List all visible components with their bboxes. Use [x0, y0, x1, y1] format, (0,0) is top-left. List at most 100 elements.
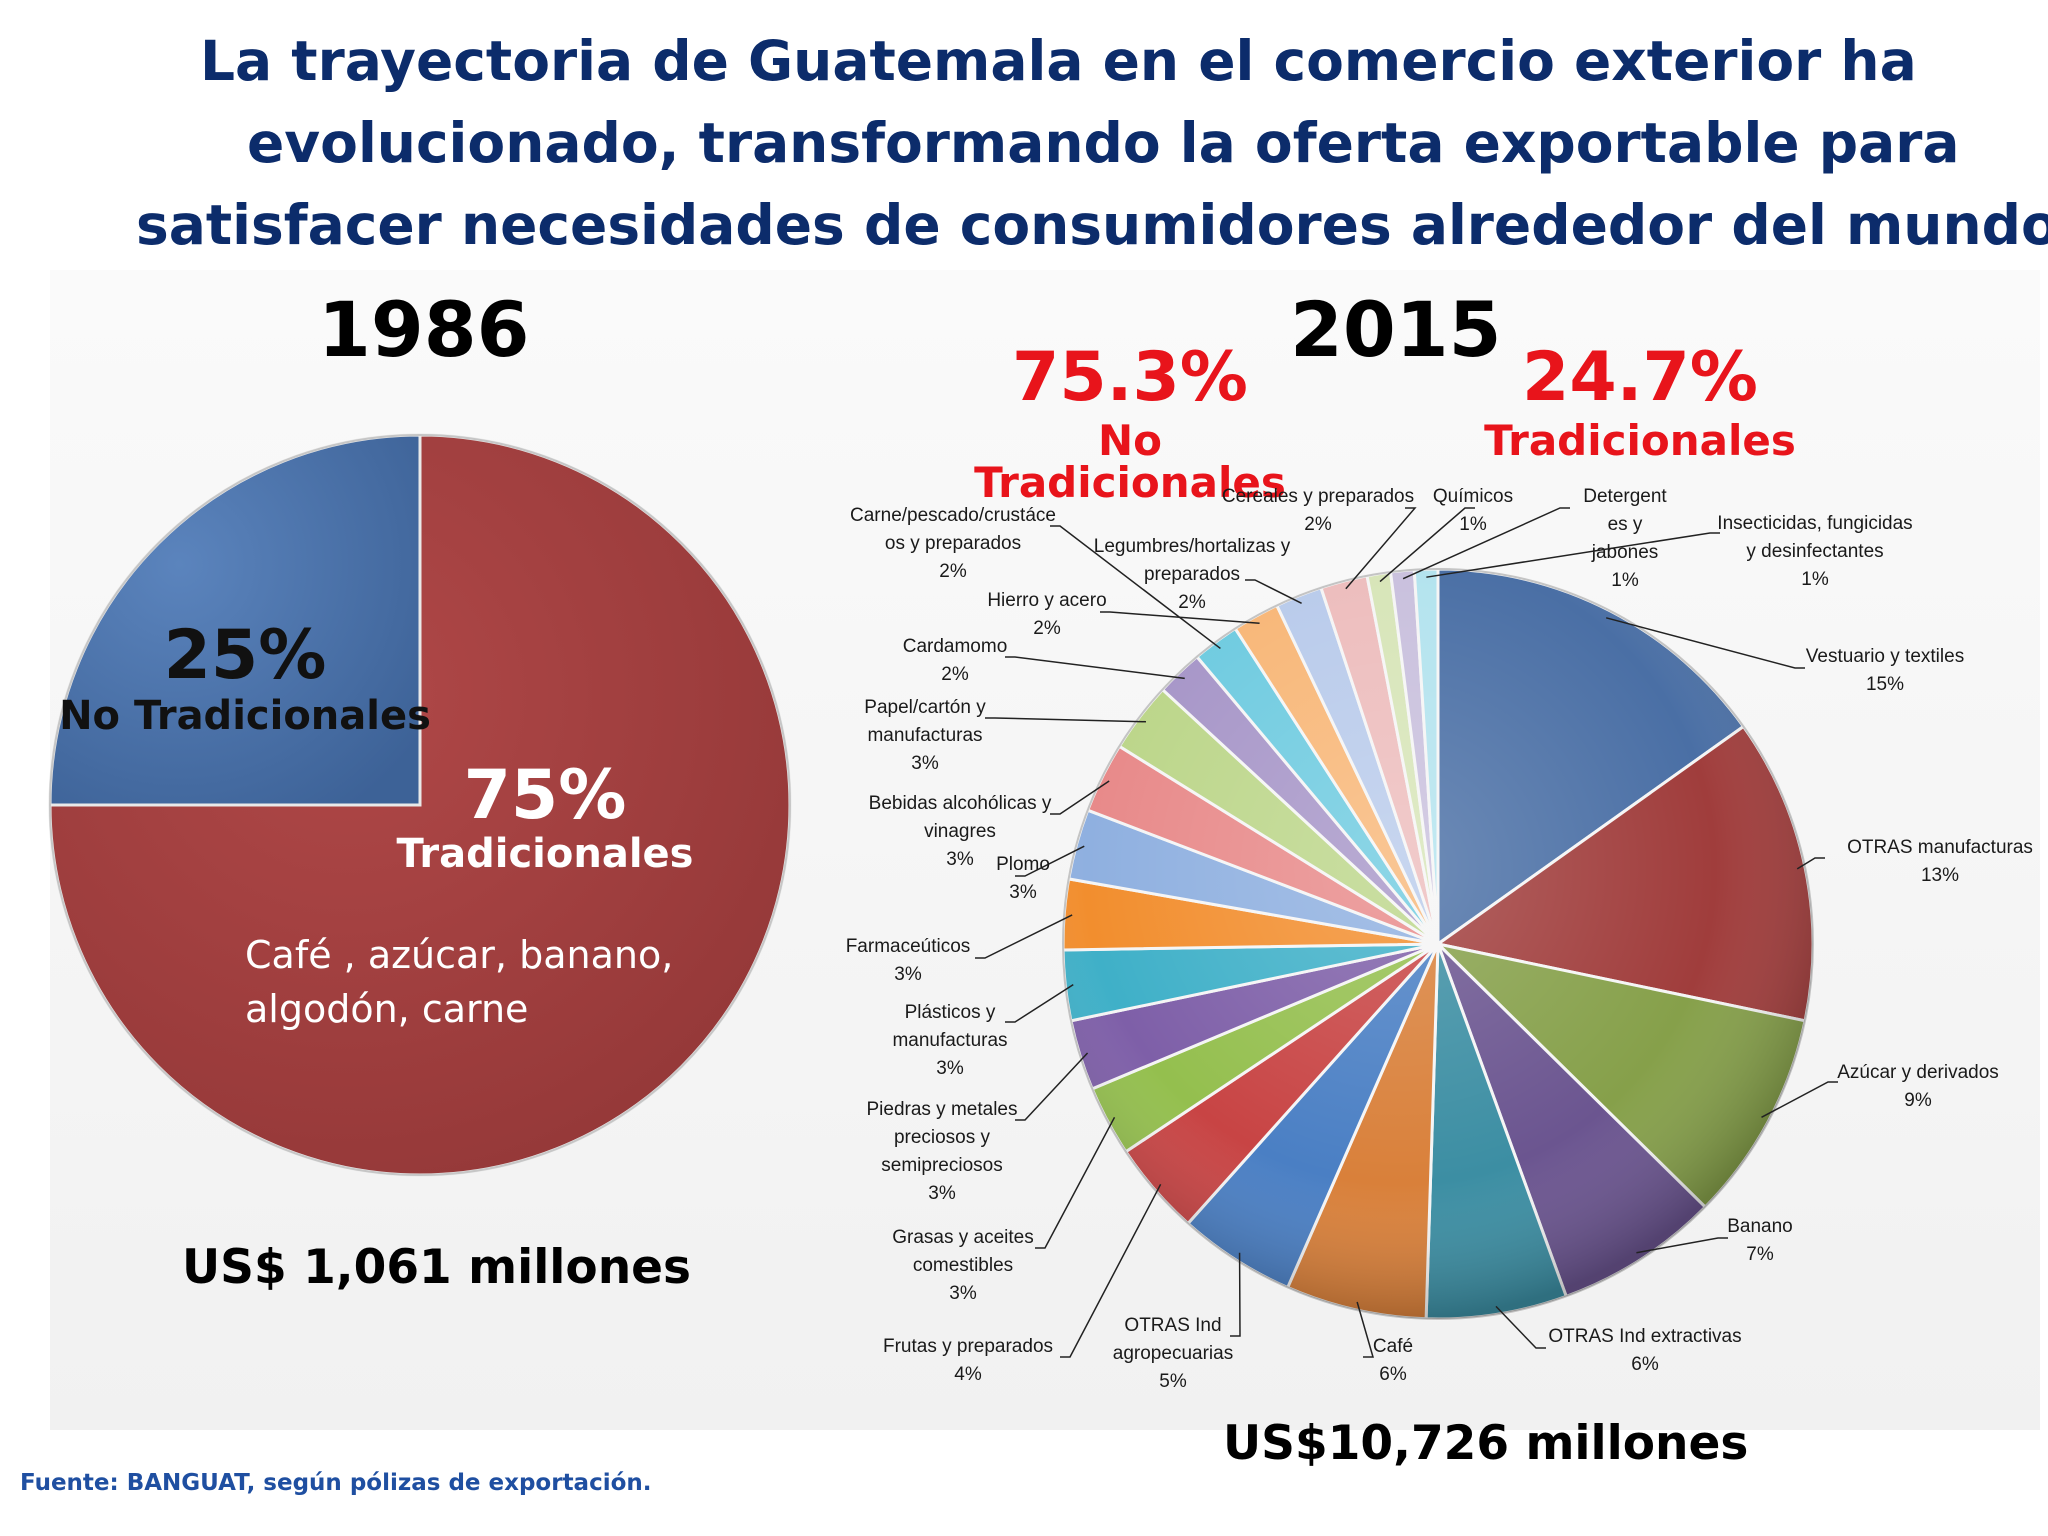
- slice-label-line: 1%: [1611, 570, 1639, 591]
- slice-label: Banano 7%: [1727, 1216, 1793, 1265]
- slice-label-line: 2%: [1304, 514, 1332, 535]
- slice-1986-no-tradicionales-label: 25% No Tradicionales: [50, 616, 440, 737]
- pie-2015-rim: [1062, 568, 1814, 1320]
- slice-label-line: Bebidas alcohólicas y: [869, 793, 1052, 814]
- slice-1986-no-tradicionales: [48, 433, 422, 807]
- slice-label: Hierro y acero 2%: [987, 590, 1106, 639]
- slice-1986-tradicionales-label: 75% Tradicionales: [385, 756, 705, 875]
- slice-label-line: 4%: [954, 1364, 982, 1385]
- slice-label: Café 6%: [1373, 1336, 1413, 1385]
- slice-label: Azúcar y derivados 9%: [1837, 1062, 1999, 1111]
- slice-label-line: 9%: [1904, 1090, 1932, 1111]
- callout-leader-line: [1100, 611, 1260, 625]
- slice-label-line: Plomo: [996, 854, 1050, 875]
- title-line-1: La trayectoria de Guatemala en el comerc…: [200, 29, 1917, 93]
- slice-label-line: OTRAS manufacturas: [1847, 837, 2033, 858]
- page-title: La trayectoria de Guatemala en el comerc…: [0, 20, 2048, 266]
- slice-label-line: 3%: [949, 1283, 977, 1304]
- slice-label-line: 3%: [936, 1058, 964, 1079]
- slice-label-line: Grasas y aceites: [892, 1227, 1034, 1248]
- slice-label: Plásticos y manufacturas 3%: [892, 1002, 1007, 1079]
- slice-label-line: Cereales y preparados: [1222, 486, 1414, 507]
- slice-label-line: manufacturas: [867, 725, 982, 746]
- callout-leader-line: [975, 914, 1073, 959]
- slice-label: OTRAS Ind agropecuarias 5%: [1113, 1315, 1233, 1392]
- callout-leader-line: [1495, 1305, 1546, 1349]
- pie-1986-rim: [49, 434, 791, 1176]
- slice-label-line: 2%: [941, 664, 969, 685]
- summary-no-tradicionales: 75.3% No Tradicionales: [950, 344, 1310, 504]
- title-line-2: evolucionado, transformando la oferta ex…: [247, 111, 1960, 175]
- slice-label-line: 6%: [1379, 1364, 1407, 1385]
- slice-label-line: Hierro y acero: [987, 590, 1106, 611]
- callout-leader-line: [1796, 857, 1825, 870]
- summary-no-tradicionales-pct: 75.3%: [1012, 338, 1248, 417]
- chart-1986-title: 1986: [318, 285, 530, 374]
- slice-label: Cereales y preparados 2%: [1222, 486, 1414, 535]
- slice-label-line: 15%: [1866, 674, 1904, 695]
- slice-label-line: OTRAS Ind extractivas: [1548, 1326, 1741, 1347]
- slice-label: Legumbres/hortalizas y preparados 2%: [1094, 536, 1291, 613]
- slice-label-line: 2%: [939, 561, 967, 582]
- slice-label-line: Plásticos y: [905, 1002, 996, 1023]
- summary-no-tradicionales-label: No Tradicionales: [974, 416, 1286, 507]
- slice-label-line: vinagres: [924, 821, 996, 842]
- callout-leader-line: [1605, 617, 1805, 669]
- callout-leader-line: [1245, 579, 1302, 604]
- slice-label: Papel/cartón y manufacturas 3%: [864, 697, 986, 774]
- summary-tradicionales-pct: 24.7%: [1522, 338, 1758, 417]
- callout-leader-line: [1426, 532, 1720, 578]
- slice-label-line: 1%: [1459, 514, 1487, 535]
- slice-label-line: os y preparados: [885, 533, 1021, 554]
- slice-label-line: jabones: [1591, 542, 1659, 563]
- callout-leader-line: [1050, 525, 1221, 650]
- slice-label: OTRAS manufacturas 13%: [1847, 837, 2033, 886]
- callout-leader-line: [1636, 1237, 1728, 1254]
- slice-label: Insecticidas, fungicidas y desinfectantes…: [1717, 513, 1912, 590]
- slice-label-line: Café: [1373, 1336, 1413, 1357]
- slice-label: Bebidas alcohólicas y vinagres 3%: [869, 793, 1052, 870]
- slice-label-line: comestibles: [913, 1255, 1013, 1276]
- slice-label-line: semipreciosos: [881, 1155, 1002, 1176]
- callout-leader-line: [1015, 845, 1085, 877]
- slice-label-line: Piedras y metales: [866, 1099, 1017, 1120]
- slice-1986-tradicionales: [48, 433, 792, 1177]
- callout-leader-line: [1050, 780, 1110, 815]
- slice-label: Piedras y metales preciosos y semiprecioso…: [866, 1099, 1017, 1204]
- slice-label-line: 5%: [1159, 1371, 1187, 1392]
- slice-label-line: 6%: [1631, 1354, 1659, 1375]
- slice-label: Frutas y preparados 4%: [883, 1336, 1053, 1385]
- slice-label: Químicos 1%: [1433, 486, 1513, 535]
- slice-label-line: Farmaceúticos: [846, 936, 971, 957]
- callout-leader-line: [1005, 656, 1185, 680]
- slice-1986-tradicionales-note: Café , azúcar, banano, algodón, carne: [245, 933, 674, 1031]
- slice-label: Detergent es y jabones 1%: [1583, 486, 1667, 591]
- slice-label-line: 7%: [1746, 1244, 1774, 1265]
- callout-leader-line: [985, 717, 1146, 723]
- chart-1986-total: US$ 1,061 millones: [182, 1240, 692, 1295]
- slice-label-line: 3%: [928, 1183, 956, 1204]
- slice-label: Plomo 3%: [996, 854, 1050, 903]
- callout-leader-line: [1761, 1081, 1838, 1118]
- slice-label: Grasas y aceites comestibles 3%: [892, 1227, 1034, 1304]
- slice-label-line: Azúcar y derivados: [1837, 1062, 1999, 1083]
- slice-label-line: OTRAS Ind: [1124, 1315, 1221, 1336]
- title-line-3: satisfacer necesidades de consumidores a…: [136, 193, 2048, 257]
- slice-label: Farmaceúticos 3%: [846, 936, 971, 985]
- slice-label-line: 3%: [911, 753, 939, 774]
- slice-label-line: Detergent: [1583, 486, 1667, 507]
- slice-label-line: Vestuario y textiles: [1806, 646, 1964, 667]
- callout-leader-line: [1035, 1116, 1116, 1249]
- slice-label: Vestuario y textiles 15%: [1806, 646, 1964, 695]
- slice-label: Cardamomo 2%: [903, 636, 1008, 685]
- slice-1986-tradicionales-pct: 75%: [463, 756, 627, 835]
- slice-label-line: Insecticidas, fungicidas: [1717, 513, 1912, 534]
- slice-label: OTRAS Ind extractivas 6%: [1548, 1326, 1741, 1375]
- slice-label-line: Frutas y preparados: [883, 1336, 1053, 1357]
- slice-label-line: preciosos y: [894, 1127, 991, 1148]
- slice-1986-no-tradicionales-pct: 25%: [163, 616, 327, 695]
- slice-label-line: 3%: [894, 964, 922, 985]
- slice-label-line: preparados: [1144, 564, 1240, 585]
